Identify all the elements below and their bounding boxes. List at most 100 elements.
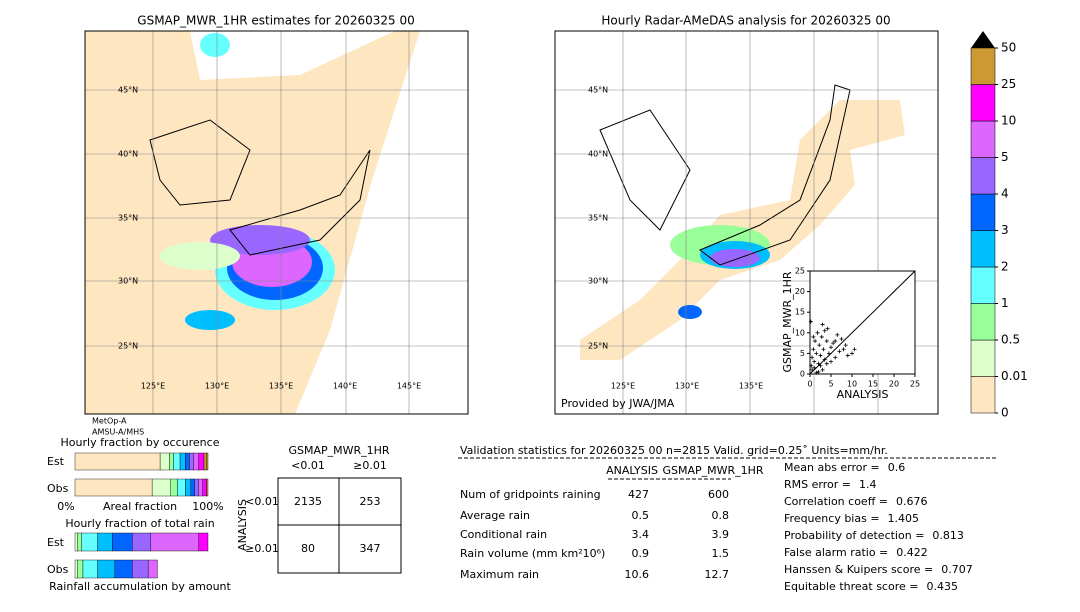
score-label: Correlation coeff =: [784, 495, 888, 508]
lon-label: 130°E: [205, 382, 229, 391]
fraction-segment: [189, 452, 194, 471]
point: [833, 339, 838, 344]
y-tick-label: 5: [800, 349, 805, 358]
lat-label: 40°N: [118, 150, 138, 159]
row-label: ≥0.01: [245, 542, 279, 555]
point: [820, 367, 825, 372]
row-label: Num of gridpoints raining: [460, 488, 601, 501]
value: 12.7: [705, 568, 730, 581]
y-tick-label: 0: [800, 370, 805, 379]
fraction-segment: [112, 532, 133, 552]
row-title: ANALYSIS: [236, 499, 249, 551]
point: [814, 370, 819, 375]
colorbar-label: 1: [1001, 296, 1009, 310]
row-label: Est: [47, 455, 65, 468]
point: [829, 345, 833, 350]
point: [833, 355, 838, 360]
row-label: Average rain: [460, 509, 530, 522]
lon-label: 135°E: [269, 382, 293, 391]
colorbar-segment: [970, 157, 996, 195]
point: [826, 351, 831, 356]
bottom-title: Rainfall accumulation by amount: [49, 580, 231, 593]
axis-right: 100%: [192, 500, 223, 513]
fraction-segment: [74, 478, 153, 497]
point: [843, 343, 848, 348]
fraction-segment: [151, 478, 171, 497]
axis-label: Areal fraction: [103, 500, 177, 513]
scatter-frame: [809, 270, 916, 375]
lat-label: 25°N: [588, 342, 608, 351]
x-tick-label: 15: [868, 380, 878, 389]
fraction-segment: [131, 532, 152, 552]
right-map: Provided by JWA/JMA: [554, 30, 939, 415]
coastline: [229, 149, 371, 256]
fraction-segment: [206, 452, 209, 471]
sensor: MetOp-A: [92, 417, 127, 426]
x-axis-label: ANALYSIS: [837, 388, 889, 401]
value: 427: [628, 488, 649, 501]
score-label: RMS error =: [784, 478, 851, 491]
fraction-segment: [114, 559, 133, 579]
fraction-segment: [77, 559, 84, 579]
axis-left: 0%: [57, 500, 74, 513]
score-label: False alarm ratio =: [784, 546, 888, 559]
colorbar-label: 50: [1001, 41, 1016, 55]
fraction-segment: [203, 452, 207, 471]
point: [841, 347, 846, 352]
point: [825, 326, 830, 331]
point: [813, 339, 818, 344]
point: [829, 359, 833, 364]
row-label: Rain volume (mm km²10⁶): [460, 547, 605, 560]
fraction-segment: [170, 478, 178, 497]
row-label: <0.01: [245, 495, 279, 508]
fraction-segment: [185, 478, 191, 497]
fraction-segment: [177, 478, 186, 497]
colorbar-segment: [970, 120, 996, 158]
score-value: 0.435: [926, 580, 958, 593]
right-title: Hourly Radar-AMeDAS analysis for 2026032…: [601, 14, 890, 28]
lon-label: 130°E: [675, 382, 699, 391]
fraction-segment: [74, 559, 78, 579]
point: [822, 357, 827, 362]
fraction-segment: [179, 452, 186, 471]
row-label: Conditional rain: [460, 528, 547, 541]
y-tick-label: 10: [795, 328, 805, 337]
contingency-grid: [277, 477, 402, 574]
row-label: Est: [47, 536, 65, 549]
rain-area: [200, 33, 230, 57]
point: [812, 359, 817, 364]
score-label: Equitable threat score =: [784, 580, 918, 593]
cell: 2135: [294, 495, 322, 508]
point: [810, 367, 815, 372]
row-label: Obs: [47, 482, 69, 495]
point: [818, 353, 823, 358]
col-label: ≥0.01: [353, 459, 387, 472]
score-label: Probability of detection =: [784, 529, 924, 542]
colorbar-label: 0: [1001, 406, 1009, 420]
fraction-segment: [74, 532, 78, 552]
value: 0.8: [712, 509, 730, 522]
frame: [554, 30, 939, 415]
fraction-segment: [97, 532, 113, 552]
score-value: 1.4: [859, 478, 877, 491]
total-title: Hourly fraction of total rain: [65, 517, 214, 530]
colorbar-label: 2: [1001, 260, 1009, 274]
point: [852, 347, 857, 352]
score-label: Hanssen & Kuipers score =: [784, 563, 933, 576]
col-label: <0.01: [291, 459, 325, 472]
lat-label: 30°N: [118, 277, 138, 286]
y-tick-label: 20: [795, 287, 805, 296]
lat-label: 35°N: [118, 214, 138, 223]
colorbar-extension: [971, 31, 995, 48]
diagonal: [809, 270, 916, 375]
colorbar-segment: [970, 230, 996, 268]
point: [815, 330, 820, 335]
colorbar-segment: [970, 303, 996, 341]
colorbar-segment: [970, 266, 996, 304]
colorbar-segment: [970, 193, 996, 231]
lat-label: 40°N: [588, 150, 608, 159]
colorbar-segment: [970, 376, 996, 414]
value: 10.6: [625, 568, 650, 581]
colorbar-label: 0.01: [1001, 369, 1028, 383]
x-tick-label: 0: [807, 380, 812, 389]
